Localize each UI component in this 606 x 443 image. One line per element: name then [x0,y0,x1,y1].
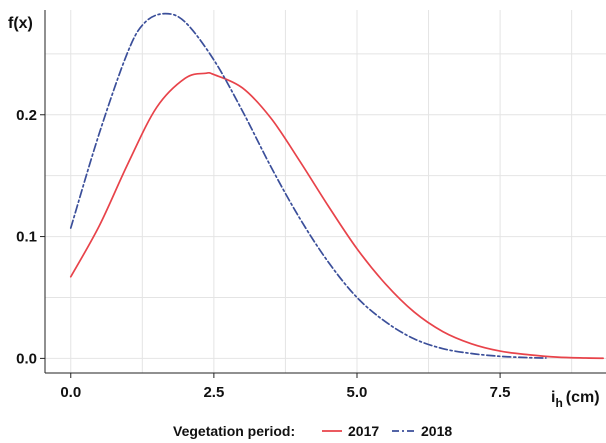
series-lines [69,12,604,360]
x-tick-label: 7.5 [490,384,511,401]
x-axis-title-subscript: h [555,396,562,410]
plot-background [45,10,606,373]
legend: Vegetation period: 2017 2018 [173,423,452,439]
series-line-2018 [69,12,547,359]
y-tick-label: 0.1 [16,229,37,246]
x-axis-title-unit: (cm) [566,389,600,406]
legend-label-2017: 2017 [348,423,379,439]
legend-label-2018: 2018 [421,423,452,439]
y-tick-label: 0.2 [16,107,37,124]
axes [44,10,606,374]
x-tick-label: 2.5 [203,384,224,401]
x-tick-label: 0.0 [60,384,81,401]
grid [45,10,606,373]
y-axis-title: f(x) [8,15,33,32]
series-line-2017 [69,71,604,360]
x-axis-title: ih (cm) [551,389,600,410]
x-axis-title-main: i [551,389,555,406]
y-tick-label: 0.0 [16,350,37,367]
ticks: 0.0 2.5 5.0 7.5 0.0 0.1 0.2 [16,107,510,401]
x-tick-label: 5.0 [347,384,368,401]
legend-title: Vegetation period: [173,423,295,439]
